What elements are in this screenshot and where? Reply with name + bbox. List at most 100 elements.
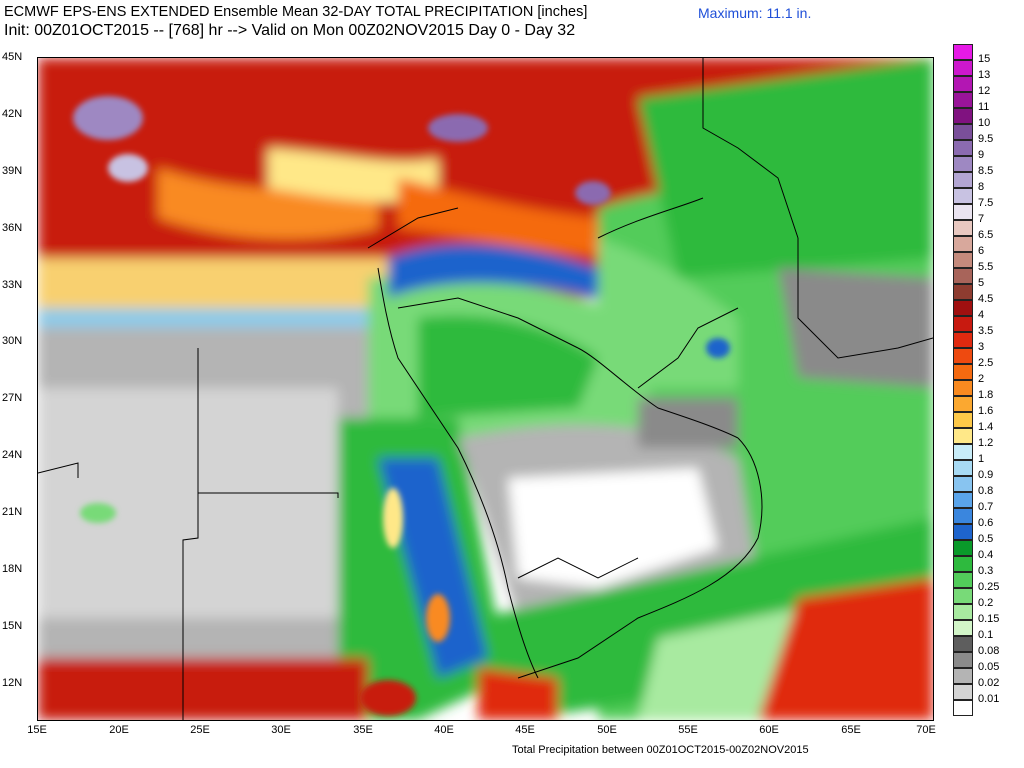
lon-label: 40E	[434, 724, 454, 736]
legend-label: 5.5	[978, 261, 994, 273]
legend-label: 1.8	[978, 389, 994, 401]
legend-swatch	[953, 476, 973, 492]
legend-label: 0.3	[978, 565, 994, 577]
lon-label: 45E	[515, 724, 535, 736]
legend-swatch	[953, 92, 973, 108]
legend-swatch	[953, 268, 973, 284]
legend-swatch	[953, 524, 973, 540]
lon-label: 50E	[597, 724, 617, 736]
legend-swatch	[953, 44, 973, 60]
legend-swatch	[953, 396, 973, 412]
legend-label: 1.4	[978, 421, 994, 433]
legend-swatch	[953, 156, 973, 172]
lat-label: 24N	[2, 449, 23, 461]
legend-swatch	[953, 684, 973, 700]
legend-label: 0.8	[978, 485, 994, 497]
legend-swatch	[953, 460, 973, 476]
legend-label: 2	[978, 373, 985, 385]
legend-label: 3.5	[978, 325, 994, 337]
legend-swatch	[953, 380, 973, 396]
lon-label: 35E	[353, 724, 373, 736]
legend-label: 0.7	[978, 501, 994, 513]
precip-highlights	[73, 96, 730, 716]
legend-swatch	[953, 172, 973, 188]
legend-label: 4	[978, 309, 985, 321]
legend-label: 15	[978, 53, 991, 65]
legend-swatch	[953, 700, 973, 716]
chart-title: ECMWF EPS-ENS EXTENDED Ensemble Mean 32-…	[4, 4, 588, 20]
legend-label: 7.5	[978, 197, 994, 209]
lat-label: 21N	[2, 506, 23, 518]
legend-swatch	[953, 540, 973, 556]
legend-swatch	[953, 636, 973, 652]
legend-label: 0.9	[978, 469, 994, 481]
legend-label: 0.6	[978, 517, 994, 529]
legend-label: 1.6	[978, 405, 994, 417]
lon-label: 60E	[759, 724, 779, 736]
legend-label: 4.5	[978, 293, 994, 305]
init-valid-line: Init: 00Z01OCT2015 -- [768] hr --> Valid…	[4, 22, 576, 39]
legend-swatch	[953, 316, 973, 332]
legend-label: 11	[978, 101, 990, 113]
legend-swatch	[953, 652, 973, 668]
lat-label: 15N	[2, 620, 23, 632]
lon-label: 30E	[271, 724, 291, 736]
lat-label: 18N	[2, 563, 23, 575]
legend-label: 0.1	[978, 629, 994, 641]
legend-swatch	[953, 332, 973, 348]
legend-label: 3	[978, 341, 985, 353]
lon-label: 55E	[678, 724, 698, 736]
legend-label: 1.2	[978, 437, 994, 449]
lat-label: 39N	[2, 165, 23, 177]
lat-label: 36N	[2, 222, 23, 234]
legend-label: 8.5	[978, 165, 994, 177]
map-canvas	[38, 58, 933, 720]
legend-swatch	[953, 76, 973, 92]
legend-label: 0.4	[978, 549, 994, 561]
legend-label: 7	[978, 213, 985, 225]
legend-swatch	[953, 140, 973, 156]
legend-swatch	[953, 124, 973, 140]
legend-swatch	[953, 300, 973, 316]
legend-swatch	[953, 492, 973, 508]
legend-swatch	[953, 220, 973, 236]
legend-label: 2.5	[978, 357, 994, 369]
legend-label: 0.25	[978, 581, 1000, 593]
legend-swatch	[953, 620, 973, 636]
legend-label: 6.5	[978, 229, 994, 241]
legend-swatch	[953, 188, 973, 204]
lon-label: 70E	[916, 724, 936, 736]
lat-label: 33N	[2, 279, 23, 291]
legend-swatch	[953, 572, 973, 588]
legend-label: 0.02	[978, 677, 1000, 689]
legend-label: 0.05	[978, 661, 1000, 673]
legend-label: 1	[978, 453, 985, 465]
legend-swatch	[953, 204, 973, 220]
legend-label: 10	[978, 117, 991, 129]
legend-label: 0.01	[978, 693, 1000, 705]
lat-label: 42N	[2, 108, 23, 120]
lon-label: 15E	[27, 724, 47, 736]
legend-swatch	[953, 108, 973, 124]
legend-label: 13	[978, 69, 991, 81]
legend-swatch	[953, 412, 973, 428]
legend-swatch	[953, 236, 973, 252]
lat-label: 12N	[2, 677, 23, 689]
legend-swatch	[953, 508, 973, 524]
legend-swatch	[953, 60, 973, 76]
precip-field	[38, 58, 933, 720]
legend-label: 9.5	[978, 133, 994, 145]
footer-period: Total Precipitation between 00Z01OCT2015…	[512, 744, 809, 756]
legend-swatch	[953, 364, 973, 380]
legend-label: 0.5	[978, 533, 994, 545]
lon-label: 25E	[190, 724, 210, 736]
legend-swatch	[953, 556, 973, 572]
legend-swatch	[953, 284, 973, 300]
lon-label: 20E	[109, 724, 129, 736]
legend-label: 0.15	[978, 613, 1000, 625]
legend-label: 0.2	[978, 597, 994, 609]
lat-label: 45N	[2, 51, 23, 63]
lon-label: 65E	[841, 724, 861, 736]
legend-swatch	[953, 252, 973, 268]
lat-label: 27N	[2, 392, 23, 404]
